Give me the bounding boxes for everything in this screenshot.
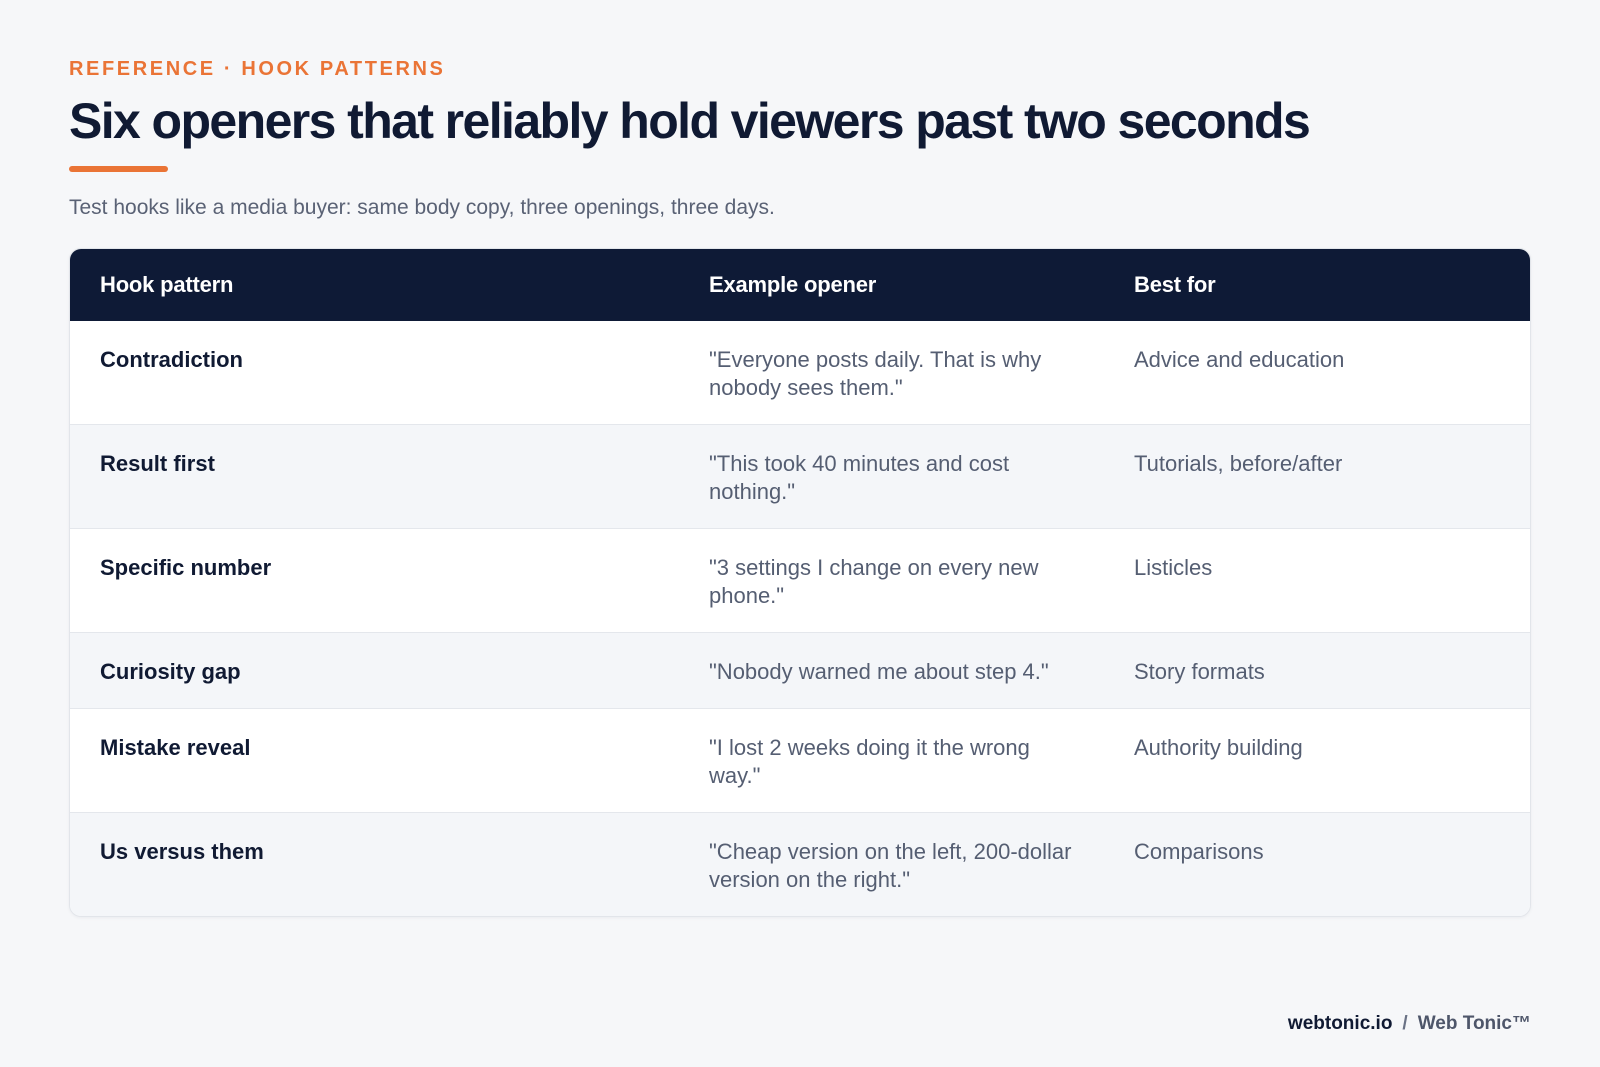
best-for-cell: Tutorials, before/after <box>1134 451 1343 476</box>
table-row: Curiosity gap "Nobody warned me about st… <box>70 632 1530 709</box>
best-for-cell: Story formats <box>1134 659 1265 684</box>
table-row: Contradiction "Everyone posts daily. Tha… <box>70 321 1530 425</box>
example-opener-cell: "3 settings I change on every new phone.… <box>709 555 1039 608</box>
column-header-example-opener: Example opener <box>709 272 877 297</box>
footer-credit: webtonic.io / Web Tonic™ <box>1288 1013 1531 1035</box>
hook-pattern-cell: Us versus them <box>100 839 264 864</box>
hook-pattern-cell: Contradiction <box>100 347 243 372</box>
example-opener-cell: "This took 40 minutes and cost nothing." <box>709 451 1010 504</box>
example-opener-cell: "I lost 2 weeks doing it the wrong way." <box>709 735 1030 788</box>
best-for-cell: Advice and education <box>1134 347 1345 372</box>
example-opener-cell: "Cheap version on the left, 200-dollar v… <box>709 839 1072 892</box>
eyebrow-label: REFERENCE · HOOK PATTERNS <box>69 58 446 80</box>
best-for-cell: Authority building <box>1134 735 1303 760</box>
title-accent-bar <box>69 166 168 172</box>
hook-pattern-cell: Mistake reveal <box>100 735 251 760</box>
hook-pattern-cell: Curiosity gap <box>100 659 241 684</box>
hook-pattern-cell: Specific number <box>100 555 272 580</box>
column-header-hook-pattern: Hook pattern <box>100 272 234 297</box>
column-header-best-for: Best for <box>1134 272 1216 297</box>
table-header-row: Hook pattern Example opener Best for <box>70 249 1530 321</box>
footer-brand: Web Tonic™ <box>1417 1013 1531 1034</box>
footer-domain: webtonic.io <box>1287 1013 1393 1034</box>
page-title: Six openers that reliably hold viewers p… <box>69 93 1311 149</box>
table-row: Us versus them "Cheap version on the lef… <box>70 812 1530 916</box>
page-subtitle: Test hooks like a media buyer: same body… <box>69 196 775 219</box>
table-row: Result first "This took 40 minutes and c… <box>70 424 1530 529</box>
example-opener-cell: "Everyone posts daily. That is why nobod… <box>709 347 1042 400</box>
best-for-cell: Listicles <box>1134 555 1213 580</box>
hook-pattern-cell: Result first <box>100 451 215 476</box>
best-for-cell: Comparisons <box>1134 839 1264 864</box>
table-row: Specific number "3 settings I change on … <box>70 528 1530 633</box>
hook-patterns-table: Hook pattern Example opener Best for Con… <box>69 248 1531 917</box>
example-opener-cell: "Nobody warned me about step 4." <box>709 659 1049 684</box>
table-row: Mistake reveal "I lost 2 weeks doing it … <box>70 708 1530 813</box>
footer-separator: / <box>1402 1013 1408 1034</box>
